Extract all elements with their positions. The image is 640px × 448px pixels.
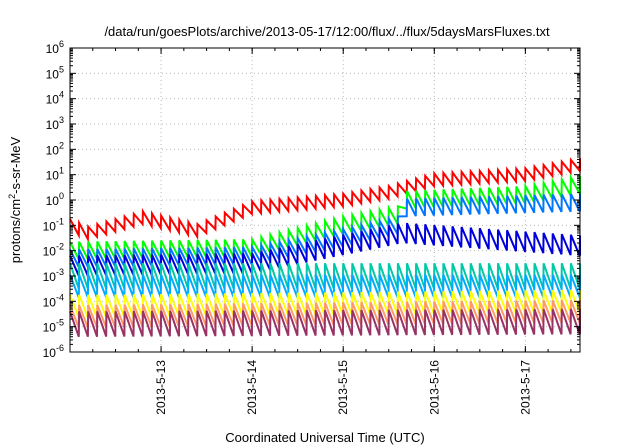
y-axis-label: protons/cm2-s-sr-MeV	[7, 136, 23, 263]
x-tick-label: 2013-5-16	[427, 360, 441, 415]
y-tick-label: 100	[46, 191, 64, 208]
series-line	[69, 299, 581, 329]
series-line	[69, 289, 581, 319]
y-tick-label: 103	[46, 115, 64, 132]
y-tick-label: 10-5	[43, 318, 64, 335]
y-tick-label: 106	[46, 39, 64, 56]
series-line	[69, 262, 581, 290]
y-tick-label: 10-1	[43, 216, 64, 233]
y-tick-label: 101	[46, 166, 64, 183]
series-line	[69, 274, 581, 298]
series-line	[69, 222, 581, 277]
series-layer	[69, 157, 581, 338]
y-tick-label: 102	[46, 140, 64, 157]
y-tick-label: 10-4	[43, 292, 64, 309]
x-tick-label: 2013-5-17	[518, 360, 532, 415]
x-tick-label: 2013-5-14	[245, 360, 259, 415]
y-tick-label: 10-3	[43, 267, 64, 284]
series-line	[69, 157, 581, 244]
x-axis-ticks: 2013-5-13 2013-5-14 2013-5-15 2013-5-16 2013…	[69, 48, 572, 415]
x-tick-label: 2013-5-13	[154, 360, 168, 415]
y-tick-label: 10-6	[43, 343, 64, 360]
chart-title: /data/run/goesPlots/archive/2013-05-17/1…	[104, 24, 550, 39]
series-line	[69, 173, 581, 260]
x-axis-label: Coordinated Universal Time (UTC)	[225, 430, 424, 445]
y-tick-label: 104	[46, 90, 64, 107]
series-line	[69, 308, 581, 338]
x-tick-label: 2013-5-15	[336, 360, 350, 415]
series-line	[69, 193, 581, 268]
y-tick-label: 10-2	[43, 242, 64, 259]
y-tick-label: 105	[46, 64, 64, 81]
